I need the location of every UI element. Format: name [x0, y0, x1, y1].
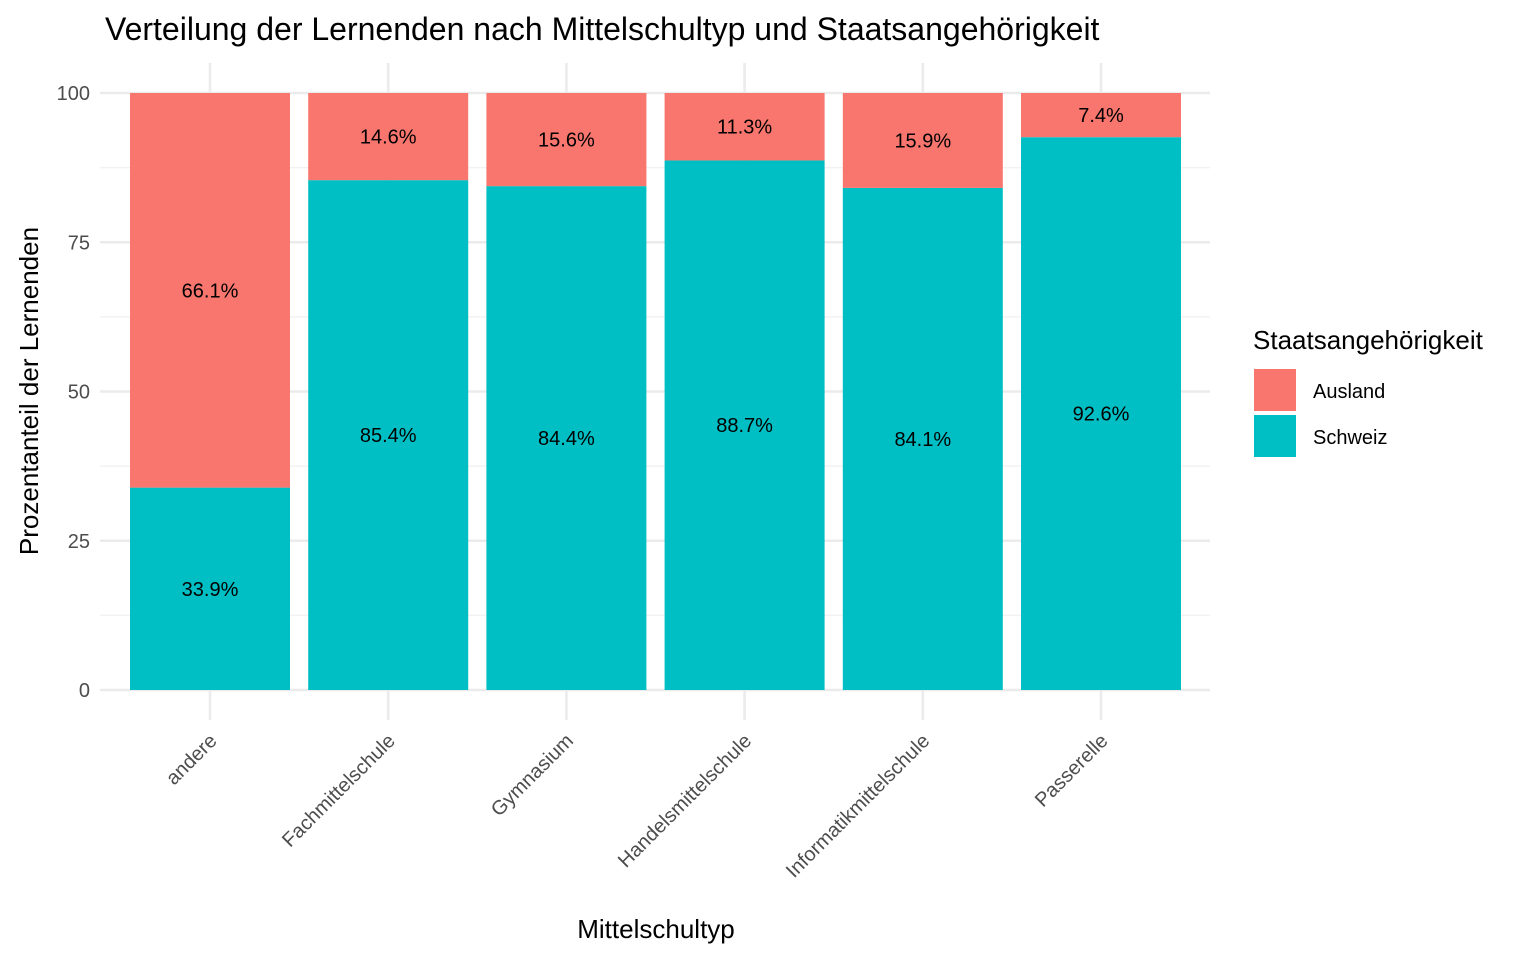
x-tick-label: Informatikmittelschule — [782, 730, 934, 882]
bar-segment-schweiz — [664, 160, 825, 690]
y-axis-ticks: 0 25 50 75 100 — [57, 83, 90, 702]
legend: Staatsangehörigkeit Ausland Schweiz — [1253, 325, 1484, 457]
y-axis-title: Prozentanteil der Lernenden — [14, 227, 44, 555]
bar-segment-ausland — [842, 93, 1003, 188]
data-label-ausland: 7.4% — [1078, 105, 1124, 127]
bar-segment-schweiz — [308, 180, 469, 691]
y-tick-label: 75 — [68, 232, 90, 254]
legend-items: Ausland Schweiz — [1254, 369, 1387, 457]
data-label-schweiz: 33.9% — [182, 579, 239, 601]
bar-segment-ausland — [486, 93, 647, 187]
data-label-ausland: 15.6% — [538, 130, 595, 152]
y-tick-label: 50 — [68, 382, 90, 404]
bar-segment-schweiz — [130, 487, 290, 690]
bar-segment-ausland — [664, 93, 825, 161]
y-tick-label: 100 — [57, 83, 90, 105]
data-label-ausland: 14.6% — [360, 127, 417, 149]
legend-swatch-ausland — [1254, 369, 1296, 411]
data-label-ausland: 11.3% — [717, 117, 772, 139]
chart-title: Verteilung der Lernenden nach Mittelschu… — [105, 11, 1100, 47]
data-label-schweiz: 88.7% — [716, 415, 773, 437]
bar-segment-ausland — [130, 93, 290, 488]
y-tick-label: 25 — [68, 531, 90, 553]
x-tick-label: Fachmittelschule — [278, 730, 400, 852]
x-tick-label: Handelsmittelschule — [614, 730, 756, 872]
legend-title: Staatsangehörigkeit — [1253, 325, 1484, 355]
bars — [130, 93, 1181, 691]
data-label-schweiz: 85.4% — [360, 425, 417, 447]
data-label-schweiz: 84.1% — [894, 429, 951, 451]
legend-swatch-schweiz — [1254, 415, 1296, 457]
bar-segment-schweiz — [486, 186, 647, 690]
x-tick-label: Passerelle — [1031, 730, 1113, 812]
x-axis-title: Mittelschultyp — [577, 914, 735, 944]
x-tick-label: Gymnasium — [487, 730, 578, 821]
data-labels: 33.9% 66.1% 85.4% 14.6% 84.4% 15.6% 88.7% 11.3%… — [182, 105, 1130, 601]
bar-segment-schweiz — [1021, 137, 1181, 691]
data-label-ausland: 15.9% — [894, 130, 951, 152]
y-tick-label: 0 — [79, 680, 90, 702]
data-label-schweiz: 84.4% — [538, 428, 595, 450]
bar-segment-ausland — [308, 93, 469, 181]
bar-segment-ausland — [1021, 93, 1181, 138]
x-axis-ticks: andere Fachmittelschule Gymnasium Handelsmi… — [162, 730, 1113, 882]
data-label-ausland: 66.1% — [182, 280, 239, 302]
bar-segment-schweiz — [842, 187, 1003, 690]
x-tick-label: andere — [162, 730, 222, 790]
legend-label-schweiz: Schweiz — [1313, 427, 1387, 449]
legend-label-ausland: Ausland — [1313, 381, 1385, 403]
data-label-schweiz: 92.6% — [1073, 404, 1130, 426]
